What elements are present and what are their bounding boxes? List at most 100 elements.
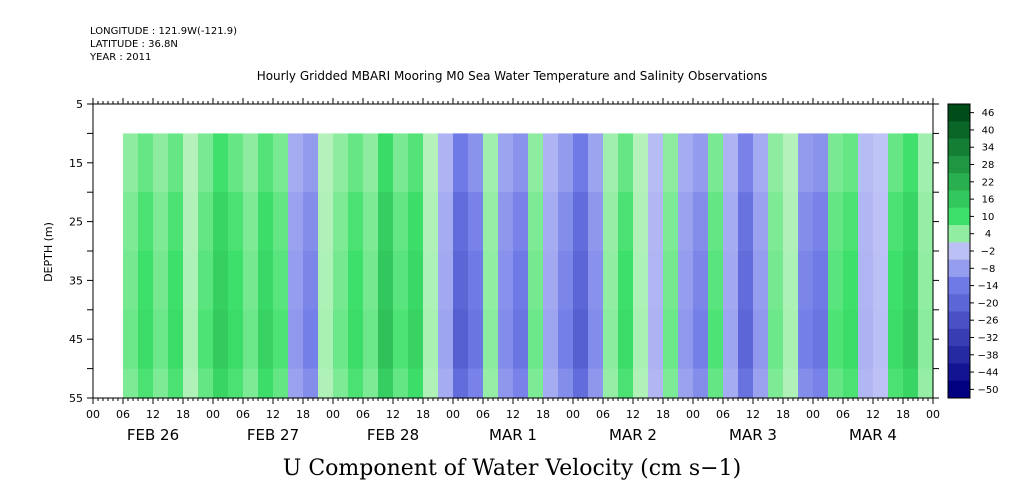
heatmap-cell (138, 368, 154, 399)
heatmap-cell (843, 192, 859, 252)
x-tick-label: 18 (896, 408, 910, 421)
x-tick-label: 12 (146, 408, 160, 421)
heatmap-cell (768, 368, 784, 399)
heatmap-cell (603, 133, 619, 193)
heatmap-cell (633, 309, 649, 370)
heatmap-cell (708, 133, 724, 193)
heatmap-cell (258, 251, 274, 311)
colorbar-swatch (948, 104, 970, 122)
latitude-label: LATITUDE : 36.8N (90, 39, 178, 50)
heatmap-cell (258, 368, 274, 399)
heatmap-cell (303, 368, 319, 399)
heatmap-cell (408, 251, 424, 311)
heatmap-cell (633, 251, 649, 311)
x-tick-label: 06 (116, 408, 130, 421)
heatmap-cell (348, 309, 364, 370)
heatmap-cell (858, 309, 874, 370)
heatmap-cell (513, 251, 529, 311)
heatmap-cell (768, 309, 784, 370)
heatmap-cell (438, 192, 454, 252)
heatmap-cell (438, 368, 454, 399)
heatmap-cell (798, 251, 814, 311)
heatmap-cell (438, 251, 454, 311)
heatmap-cell (543, 192, 559, 252)
x-tick-label: 00 (206, 408, 220, 421)
heatmap-cell (228, 133, 244, 193)
heatmap-cell (813, 133, 829, 193)
colorbar-tick-label: −38 (977, 350, 998, 361)
colorbar-swatch (948, 138, 970, 157)
heatmap-cell (543, 368, 559, 399)
heatmap-cell (888, 251, 904, 311)
heatmap-cell (393, 309, 409, 370)
heatmap-cell (873, 368, 889, 399)
heatmap-cell (183, 251, 199, 311)
heatmap-cell (738, 251, 754, 311)
heatmap-cell (168, 309, 184, 370)
heatmap-cell (303, 192, 319, 252)
heatmap-cell (738, 368, 754, 399)
heatmap-cell (723, 133, 739, 193)
heatmap-cell (648, 368, 664, 399)
x-date-label: FEB 28 (367, 426, 419, 444)
heatmap-cell (738, 192, 754, 252)
heatmap-cell (183, 309, 199, 370)
heatmap-cell (228, 368, 244, 399)
x-date-label: MAR 4 (849, 426, 897, 444)
x-tick-label: 12 (626, 408, 640, 421)
heatmap-cell (738, 133, 754, 193)
heatmap-cell (618, 368, 634, 399)
heatmap-cell (633, 133, 649, 193)
heatmap-cell (618, 251, 634, 311)
colorbar-tick-label: 46 (982, 108, 995, 119)
heatmap-cell (603, 251, 619, 311)
heatmap-cell (123, 133, 139, 193)
heatmap-cell (603, 368, 619, 399)
heatmap-cell (663, 251, 679, 311)
heatmap-cell (318, 368, 334, 399)
heatmap-cell (228, 309, 244, 370)
heatmap-cell (918, 309, 934, 370)
heatmap-cell (123, 368, 139, 399)
heatmap-cell (873, 133, 889, 193)
colorbar-swatch (948, 328, 970, 347)
heatmap-cell (858, 133, 874, 193)
heatmap-cell (558, 133, 574, 193)
heatmap-cell (378, 192, 394, 252)
heatmap-cell (543, 251, 559, 311)
heatmap-cell (813, 251, 829, 311)
heatmap-cell (363, 192, 379, 252)
x-axis: 00 06 12 18 00 06 12 18 00 06 12 18 00 06 12 18 00 06 12 18… (86, 98, 940, 444)
heatmap-cell (768, 192, 784, 252)
y-tick-label: 25 (69, 216, 83, 229)
heatmap-cell (513, 368, 529, 399)
heatmap-cell (648, 133, 664, 193)
heatmap-cell (858, 368, 874, 399)
heatmap-cell (363, 309, 379, 370)
heatmap-cell (918, 133, 934, 193)
heatmap-cell (693, 133, 709, 193)
colorbar-swatch (948, 242, 970, 261)
heatmap-cell (543, 133, 559, 193)
x-tick-label: 12 (866, 408, 880, 421)
heatmap-cell (273, 309, 289, 370)
heatmap-cell (498, 368, 514, 399)
heatmap-cell (333, 251, 349, 311)
y-axis: 5 15 25 35 45 55 (69, 98, 939, 405)
colorbar-tick-label: 22 (982, 177, 995, 188)
heatmap-cell (678, 192, 694, 252)
heatmap-cell (123, 192, 139, 252)
heatmap-cell (213, 368, 229, 399)
heatmap-cell (783, 251, 799, 311)
colorbar-tick-label: −2 (981, 247, 996, 258)
heatmap-cell (288, 368, 304, 399)
heatmap-cell (588, 368, 604, 399)
heatmap-cell (708, 309, 724, 370)
heatmap-cell (288, 251, 304, 311)
x-tick-label: 00 (446, 408, 460, 421)
heatmap-cell (663, 192, 679, 252)
heatmap-cell (828, 251, 844, 311)
heatmap-cell (513, 133, 529, 193)
heatmap-cell (273, 133, 289, 193)
heatmap-cell (303, 133, 319, 193)
